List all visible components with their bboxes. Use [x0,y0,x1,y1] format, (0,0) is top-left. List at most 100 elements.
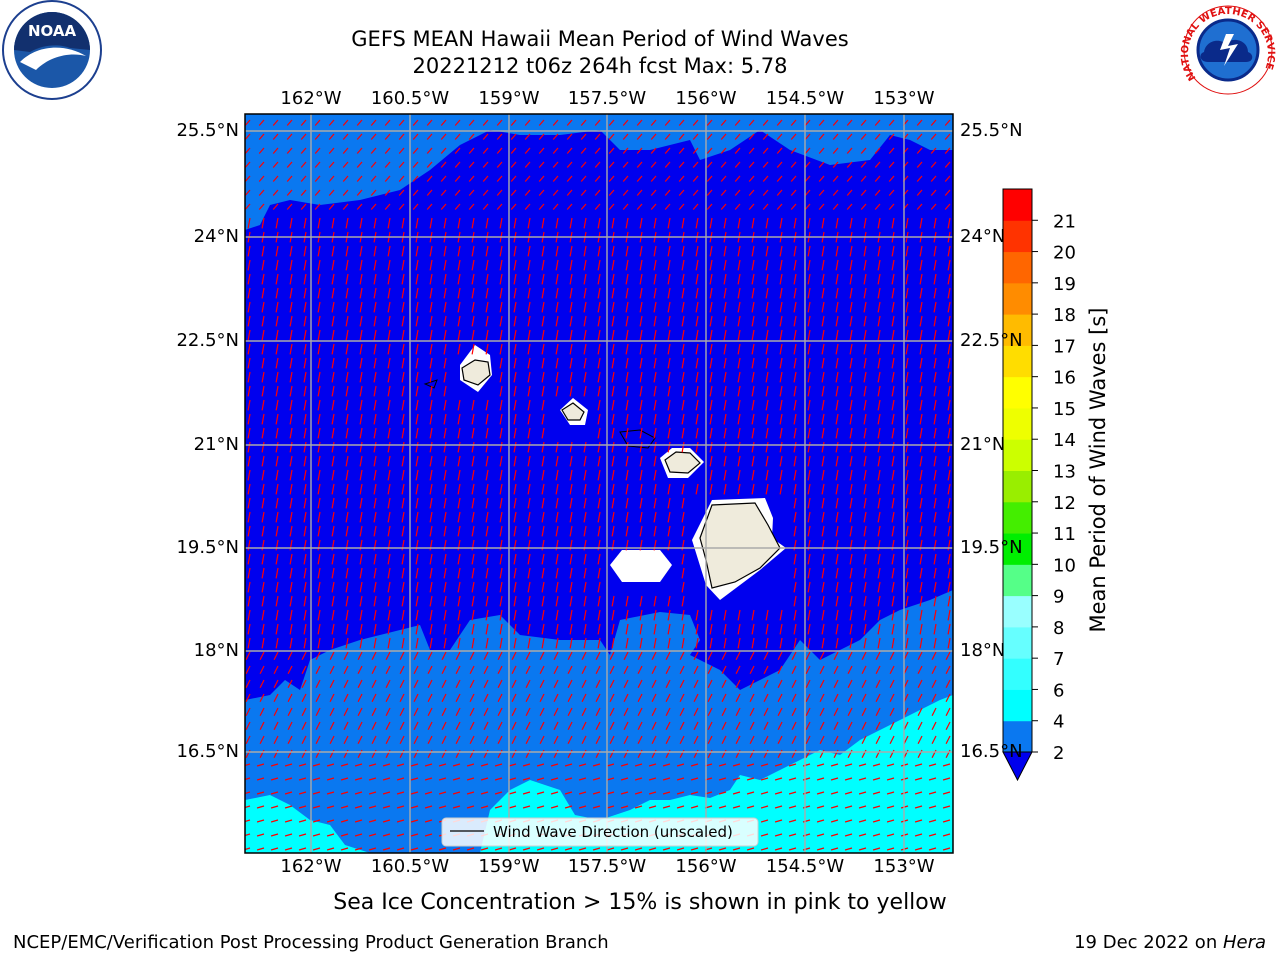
wave-direction-arrow [340,805,349,809]
wave-direction-arrow [317,595,321,607]
wave-direction-arrow [720,119,727,126]
wave-direction-arrow [454,175,461,182]
wave-direction-arrow [345,469,349,481]
wave-direction-arrow [667,371,671,383]
wave-direction-arrow [440,119,447,126]
wave-direction-arrow [916,147,923,154]
wave-direction-arrow [499,315,503,327]
wave-direction-arrow [317,455,321,467]
colorbar-tick-label: 13 [1053,462,1076,483]
wave-direction-arrow [620,791,629,795]
wave-direction-arrow [583,259,587,271]
wave-direction-arrow [289,525,293,537]
wave-direction-arrow [765,329,769,341]
wave-direction-arrow [510,203,517,210]
wave-direction-arrow [835,315,839,327]
colorbar-segment [1003,720,1032,753]
wave-direction-arrow [793,301,797,313]
wave-direction-arrow [849,581,853,593]
wave-direction-arrow [735,707,741,717]
wave-direction-arrow [919,637,923,649]
wave-direction-arrow [441,721,447,731]
wave-direction-arrow [511,665,517,675]
wave-direction-arrow [847,749,853,759]
wave-direction-arrow [259,749,265,759]
wave-direction-arrow [583,287,587,299]
wave-direction-arrow [340,777,349,781]
wave-direction-arrow [256,819,265,823]
wave-direction-arrow [597,483,601,495]
lon-tick-top: 154.5°W [765,88,845,109]
wave-direction-arrow [748,175,755,182]
wave-direction-arrow [793,273,797,285]
wave-direction-arrow [284,819,293,823]
wave-direction-arrow [888,147,895,154]
wave-direction-arrow [594,203,601,210]
wave-direction-arrow [807,287,811,299]
wave-direction-arrow [527,273,531,285]
wave-direction-arrow [298,847,307,851]
wave-direction-arrow [947,357,951,369]
wave-direction-arrow [709,469,713,481]
wave-direction-arrow [639,245,643,257]
wave-direction-arrow [611,525,615,537]
wave-direction-arrow [359,427,363,439]
wave-direction-arrow [891,483,895,495]
wave-direction-arrow [443,399,447,411]
wave-direction-arrow [566,133,573,140]
wave-direction-arrow [471,217,475,229]
wave-direction-arrow [527,511,531,523]
wave-direction-arrow [564,847,573,851]
wave-direction-arrow [527,259,531,271]
wave-direction-arrow [821,469,825,481]
wave-direction-arrow [891,469,895,481]
wave-direction-arrow [735,749,741,759]
wave-direction-arrow [835,427,839,439]
wave-direction-arrow [331,343,335,355]
island-kauai [461,359,491,386]
wave-direction-arrow [525,693,531,703]
wave-direction-arrow [835,623,839,635]
wave-direction-arrow [357,749,363,759]
wave-direction-arrow [387,273,391,285]
wave-direction-arrow [301,693,307,703]
wave-direction-arrow [303,623,307,635]
wave-direction-arrow [933,525,937,537]
wave-direction-arrow [415,287,419,299]
footer-org: NCEP/EMC/Verification Post Processing Pr… [13,932,609,953]
wave-direction-arrow [830,805,839,809]
wave-direction-arrow [805,651,811,661]
wave-direction-arrow [830,763,839,767]
wave-direction-arrow [709,301,713,313]
wave-direction-arrow [552,133,559,140]
wave-direction-arrow [399,749,405,759]
wave-direction-arrow [289,357,293,369]
chart-subtitle: 20221212 t06z 264h fcst Max: 5.78 [412,54,788,78]
wave-direction-arrow [807,595,811,607]
wave-direction-arrow [424,819,433,823]
wave-direction-arrow [802,763,811,767]
wave-direction-arrow [594,147,601,154]
wave-direction-arrow [807,511,811,523]
wave-direction-arrow [315,651,321,661]
wave-direction-arrow [373,343,377,355]
wave-direction-arrow [494,777,503,781]
wave-direction-arrow [359,567,363,579]
wave-direction-arrow [555,343,559,355]
wave-direction-arrow [359,553,363,565]
wave-direction-arrow [765,371,769,383]
wave-direction-arrow [359,385,363,397]
colorbar-segment [1003,689,1032,722]
wave-direction-arrow [373,511,377,523]
wave-direction-arrow [525,749,531,759]
wave-direction-arrow [693,651,699,661]
wave-direction-arrow [261,315,265,327]
wave-direction-arrow [261,357,265,369]
wave-direction-arrow [863,217,867,229]
wave-direction-arrow [737,623,741,635]
wave-direction-arrow [931,749,937,759]
wave-direction-arrow [499,455,503,467]
wave-direction-arrow [511,651,517,661]
wave-direction-arrow [930,133,937,140]
wave-direction-arrow [597,525,601,537]
